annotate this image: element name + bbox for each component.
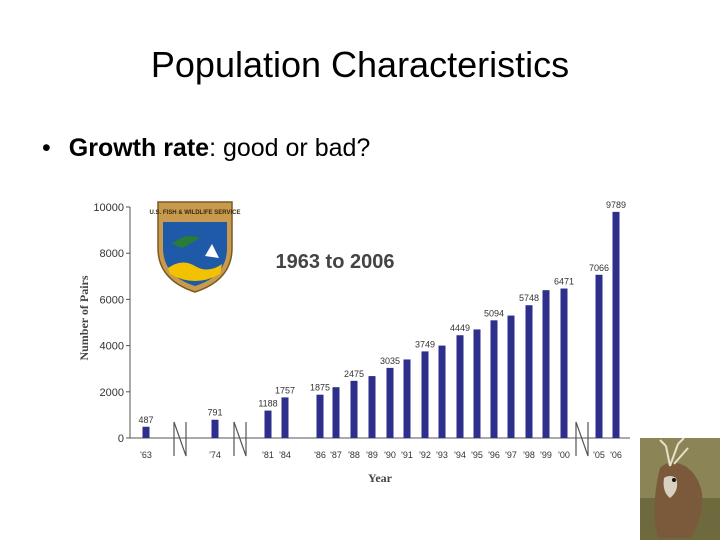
y-axis-label: Number of Pairs bbox=[77, 275, 91, 360]
x-tick-label: '94 bbox=[454, 450, 466, 460]
bar bbox=[264, 410, 272, 438]
bullet-bold-text: Growth rate bbox=[68, 134, 210, 162]
bar bbox=[456, 335, 464, 438]
bar-value-label: 3035 bbox=[380, 356, 400, 366]
bullet-text: : good or bad? bbox=[209, 134, 371, 162]
bar bbox=[507, 315, 515, 438]
bar bbox=[332, 387, 340, 438]
x-tick-label: '88 bbox=[348, 450, 360, 460]
bar bbox=[403, 359, 411, 438]
bar-value-label: 9789 bbox=[606, 200, 626, 210]
y-tick-label: 6000 bbox=[100, 294, 124, 306]
bar bbox=[142, 426, 150, 438]
x-tick-label: '97 bbox=[505, 450, 517, 460]
x-tick-label: '99 bbox=[540, 450, 552, 460]
bar bbox=[211, 419, 219, 438]
x-tick-label: '87 bbox=[330, 450, 342, 460]
bar bbox=[316, 394, 324, 438]
bar bbox=[386, 367, 394, 438]
x-tick-label: '74 bbox=[209, 450, 221, 460]
axis-break-icon bbox=[575, 421, 589, 457]
bar-value-label: 1188 bbox=[258, 399, 277, 409]
bar-value-label: 1757 bbox=[275, 385, 295, 395]
bar bbox=[368, 376, 376, 438]
logo-text: U.S. FISH & WILDLIFE SERVICE bbox=[150, 210, 241, 216]
x-tick-label: '95 bbox=[471, 450, 483, 460]
x-tick-label: '91 bbox=[401, 450, 413, 460]
x-tick-label: '93 bbox=[436, 450, 448, 460]
x-tick-label: '98 bbox=[523, 450, 535, 460]
x-tick-label: '92 bbox=[419, 450, 431, 460]
x-tick-label: '86 bbox=[314, 450, 326, 460]
bar bbox=[421, 351, 429, 438]
slide-title: Population Characteristics bbox=[150, 44, 570, 85]
bar-value-label: 4449 bbox=[450, 323, 470, 333]
chart-title: 1963 to 2006 bbox=[276, 251, 395, 273]
bar bbox=[560, 288, 568, 438]
bald-eagle-population-chart: U.S. FISH & WILDLIFE SERVICE 1963 to 200… bbox=[77, 200, 630, 485]
y-tick-label: 4000 bbox=[100, 341, 124, 353]
bar bbox=[473, 329, 481, 438]
x-tick-label: '81 bbox=[262, 450, 274, 460]
bar bbox=[490, 320, 498, 438]
x-tick-label: '63 bbox=[140, 450, 152, 460]
bar-value-label: 5094 bbox=[484, 308, 504, 318]
bar bbox=[350, 380, 358, 438]
x-tick-label: '05 bbox=[593, 450, 605, 460]
y-tick-label: 8000 bbox=[100, 248, 124, 260]
deer-photo bbox=[640, 438, 720, 540]
bar bbox=[542, 290, 550, 438]
bar-value-label: 487 bbox=[138, 415, 153, 425]
bullet-point: • Growth rate: good or bad? bbox=[42, 134, 370, 163]
x-axis-label: Year bbox=[368, 471, 393, 485]
bar-value-label: 791 bbox=[207, 408, 222, 418]
bar-value-label: 7066 bbox=[589, 263, 609, 273]
chart-bars: 487 '63 791 '74 1188 '81 1757 '84 1875 '86 '87 2475… bbox=[138, 200, 626, 460]
x-tick-label: '89 bbox=[366, 450, 378, 460]
bar-value-label: 2475 bbox=[344, 369, 364, 379]
y-tick-label: 2000 bbox=[100, 387, 124, 399]
bar-value-label: 5748 bbox=[519, 293, 539, 303]
x-tick-label: '06 bbox=[610, 450, 622, 460]
bar bbox=[438, 345, 446, 438]
x-tick-label: '84 bbox=[279, 450, 291, 460]
axis-break-icon bbox=[233, 421, 247, 457]
fish-wildlife-service-logo bbox=[157, 201, 233, 293]
bar bbox=[525, 305, 533, 438]
x-tick-label: '96 bbox=[488, 450, 500, 460]
y-tick-label: 0 bbox=[118, 433, 124, 445]
axis-break-icon bbox=[173, 421, 187, 457]
bar-value-label: 3749 bbox=[415, 339, 435, 349]
bullet-dot: • bbox=[42, 134, 51, 162]
bar-value-label: 6471 bbox=[554, 277, 574, 287]
x-tick-label: '00 bbox=[558, 450, 570, 460]
bar-value-label: 1875 bbox=[310, 383, 330, 393]
bar bbox=[595, 274, 603, 438]
y-tick-label: 10000 bbox=[93, 202, 124, 214]
x-tick-label: '90 bbox=[384, 450, 396, 460]
bar bbox=[281, 397, 289, 438]
bar bbox=[612, 211, 620, 438]
